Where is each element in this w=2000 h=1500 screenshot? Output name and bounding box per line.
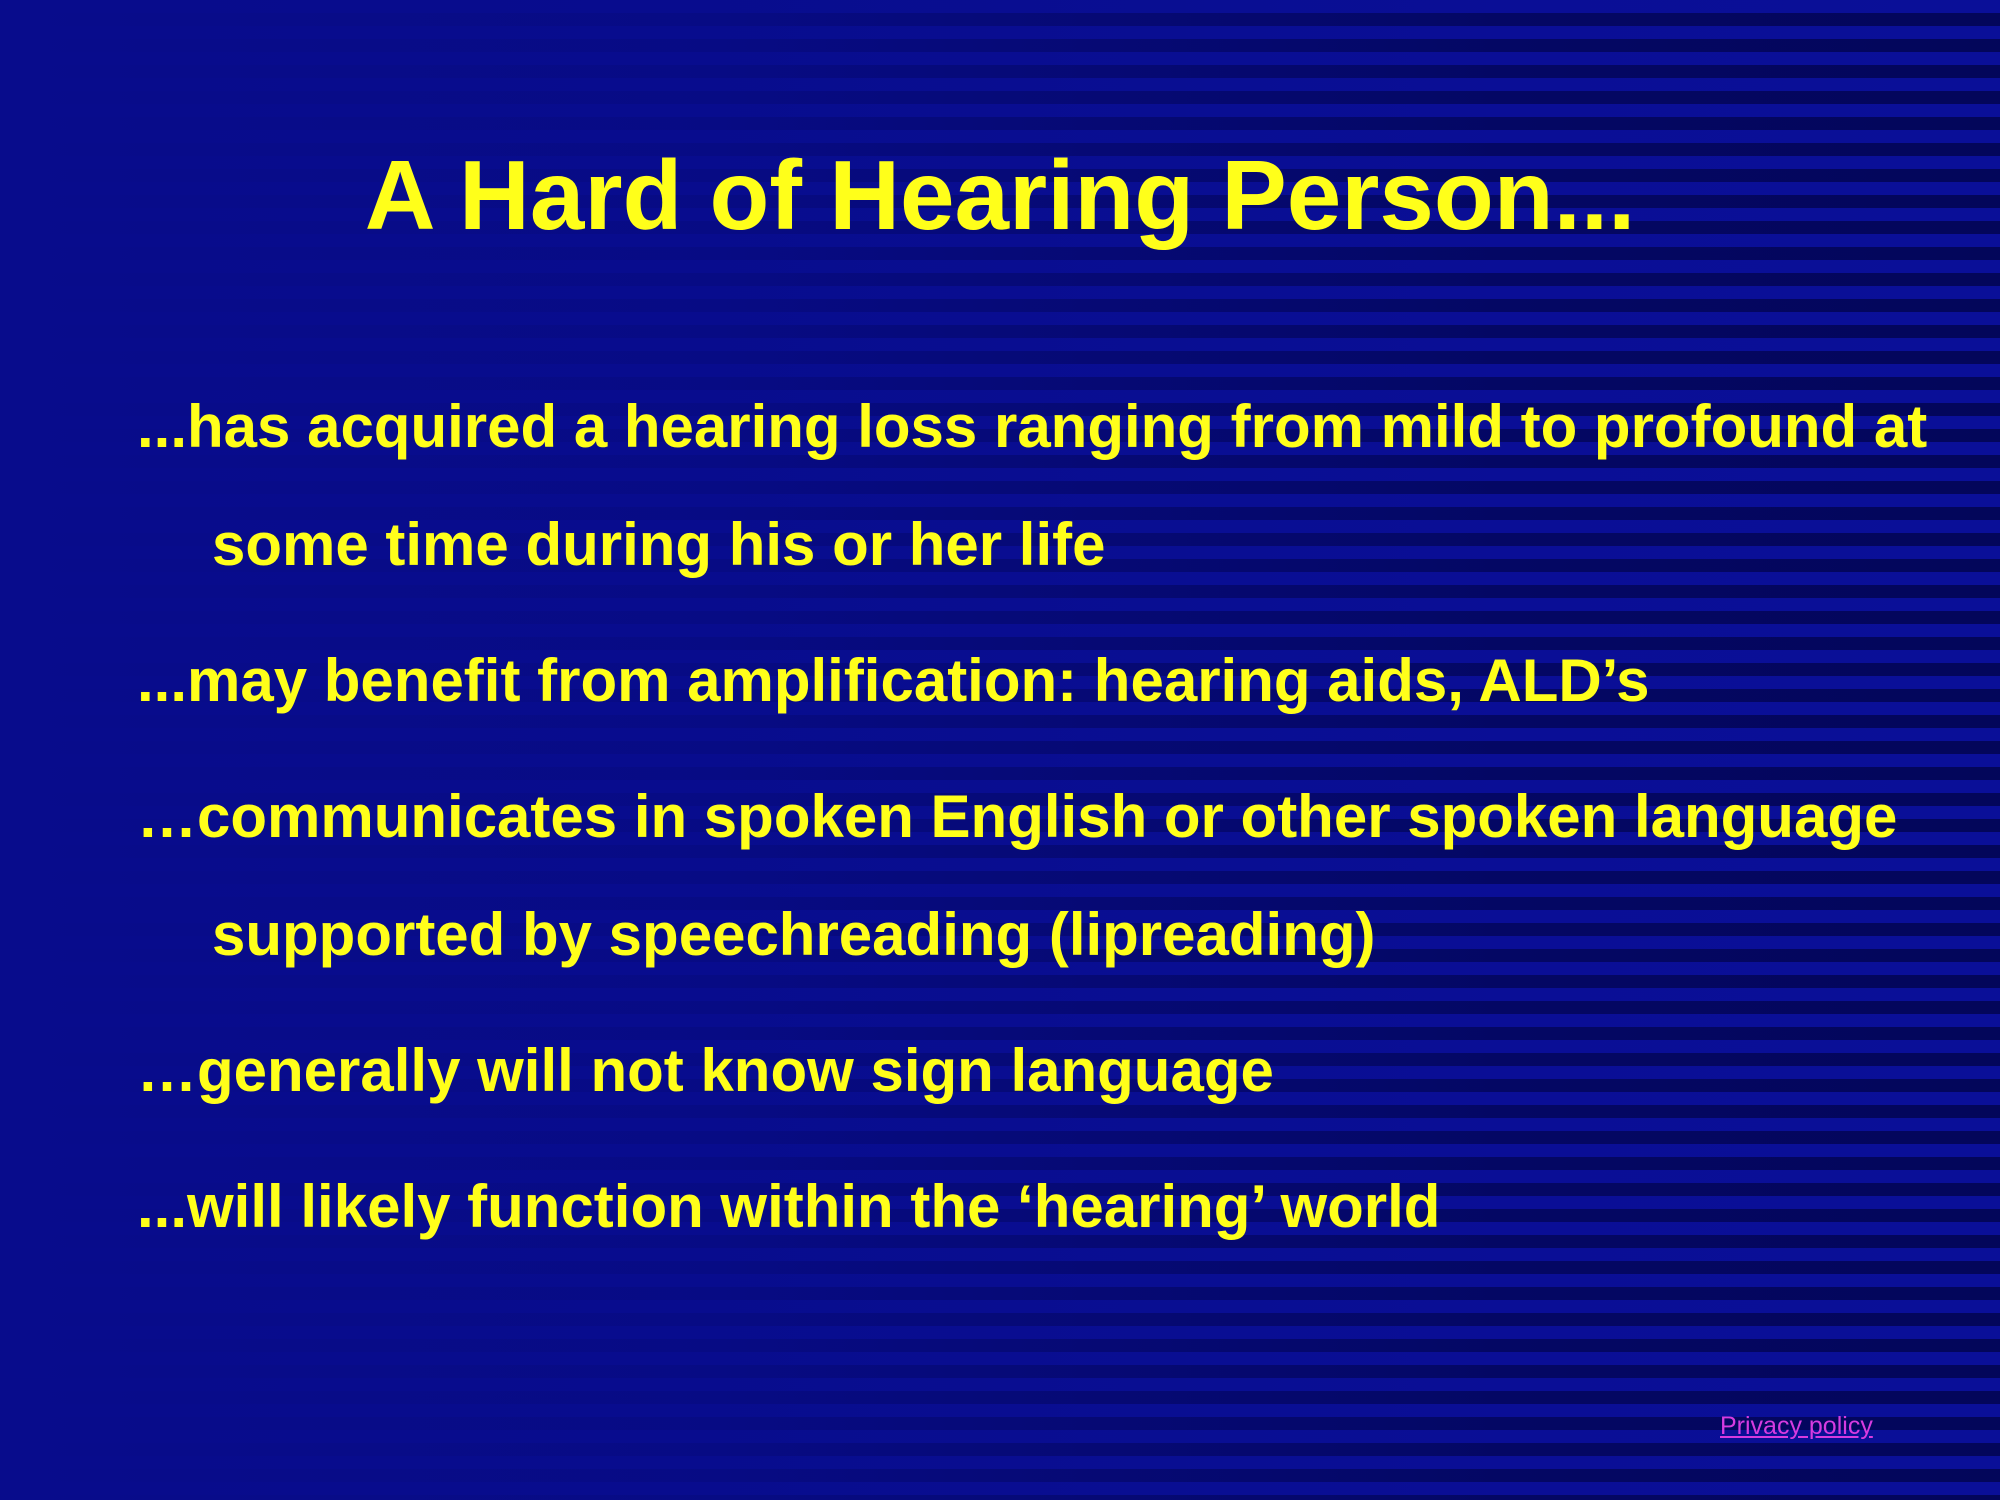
privacy-policy-link[interactable]: Privacy policy: [1720, 1412, 1873, 1440]
bullet-list: ...has acquired a hearing loss ranging f…: [137, 368, 1937, 1284]
bullet-acquired-hearing-loss: ...has acquired a hearing loss ranging f…: [137, 393, 1928, 578]
bullet-sign-language: …generally will not know sign language: [137, 1037, 1274, 1104]
bullet-amplification: ...may benefit from amplification: heari…: [137, 647, 1650, 714]
bullet-spoken-language: …communicates in spoken English or other…: [137, 783, 1898, 968]
slide-title: A Hard of Hearing Person...: [364, 140, 1636, 250]
bullet-hearing-world: ...will likely function within the ‘hear…: [137, 1173, 1441, 1240]
